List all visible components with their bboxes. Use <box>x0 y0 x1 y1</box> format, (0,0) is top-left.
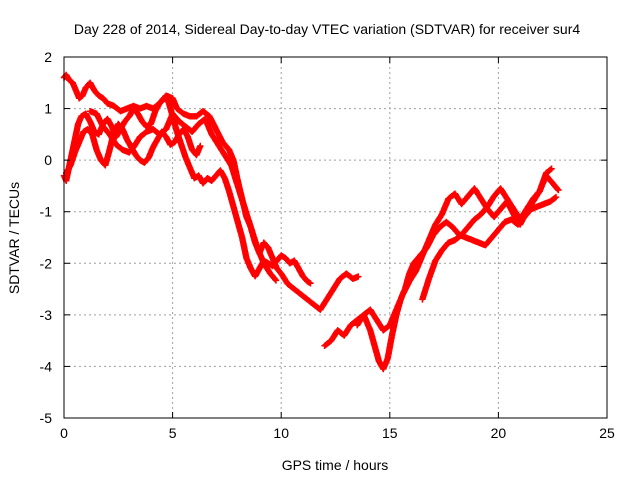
series-track-1 <box>60 71 362 313</box>
y-tick-label: 2 <box>44 49 52 65</box>
grid-lines <box>64 57 607 418</box>
y-tick-label: 0 <box>44 152 52 168</box>
data-point <box>547 166 554 173</box>
x-tick-label: 10 <box>273 425 289 441</box>
series-track-7 <box>419 165 555 303</box>
x-tick-label: 0 <box>60 425 68 441</box>
data-marks <box>60 71 562 373</box>
y-tick-label: -2 <box>40 255 53 271</box>
data-point <box>355 273 362 280</box>
series-track-4 <box>63 120 204 177</box>
y-tick-label: -1 <box>40 204 53 220</box>
y-tick-label: -3 <box>40 307 53 323</box>
x-tick-label: 5 <box>169 425 177 441</box>
x-tick-label: 20 <box>491 425 507 441</box>
data-point <box>551 194 559 202</box>
data-point <box>555 186 562 194</box>
series-track-6 <box>354 172 562 334</box>
y-axis-label: SDTVAR / TECUs <box>6 182 22 294</box>
x-tick-label: 15 <box>382 425 398 441</box>
x-axis-label: GPS time / hours <box>282 457 389 473</box>
series-track-2 <box>60 95 314 287</box>
data-point <box>197 142 204 150</box>
data-point <box>272 276 279 283</box>
plot-frame <box>63 56 608 419</box>
y-tick-label: -5 <box>40 410 53 426</box>
y-tick-label: -4 <box>40 358 53 374</box>
data-point <box>548 165 555 172</box>
chart-title: Day 228 of 2014, Sidereal Day-to-day VTE… <box>74 21 580 37</box>
axis-ticks: 0 5 10 15 20 25 -5 -4 -3 -2 -1 0 1 2 <box>40 49 615 441</box>
data-point <box>272 277 280 284</box>
data-point <box>307 280 314 287</box>
data-point <box>552 193 560 201</box>
y-tick-label: 1 <box>44 101 52 117</box>
x-tick-label: 25 <box>599 425 615 441</box>
data-point <box>554 186 561 193</box>
